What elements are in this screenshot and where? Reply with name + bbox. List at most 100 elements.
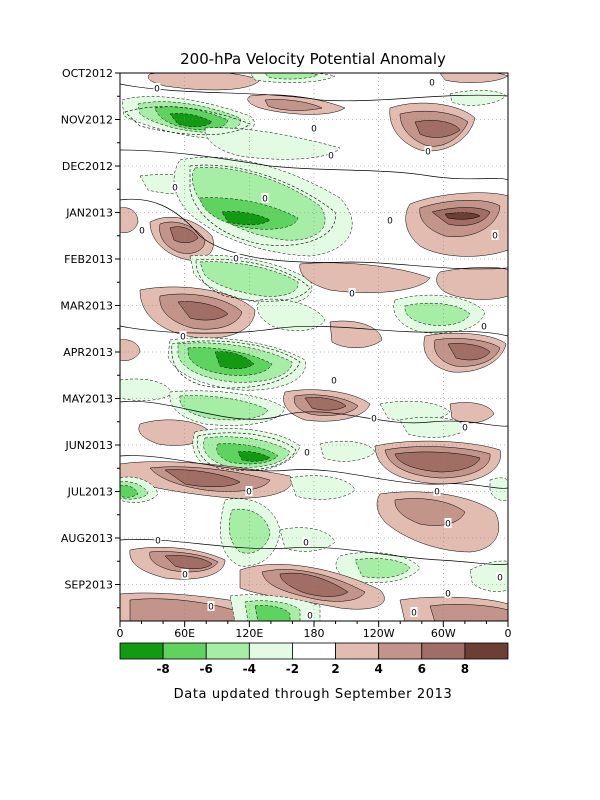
grid [120, 73, 508, 621]
zero-contour [120, 325, 508, 337]
y-tick-label: APR2013 [63, 346, 113, 359]
colorbar-tick-label: 6 [418, 662, 426, 676]
colorbar-tick-label: -6 [200, 662, 213, 676]
colorbar-swatch [464, 642, 509, 660]
x-tick-label: 120E [235, 627, 263, 640]
contour-label-bg [245, 486, 253, 496]
contour-label: 0 [180, 333, 186, 343]
contour-label: 0 [328, 152, 334, 162]
contour-label-bg [444, 518, 452, 528]
x-tick-label: 60W [431, 627, 456, 640]
contour-label: 0 [304, 449, 310, 459]
contour-label: 0 [208, 603, 214, 613]
positive-anomaly-region [444, 212, 481, 220]
negative-anomaly-region [179, 395, 269, 421]
y-tick-label: JUL2013 [67, 486, 113, 499]
colorbar-tick-label: -8 [156, 662, 169, 676]
negative-contour [171, 340, 301, 389]
negative-anomaly-region [257, 298, 326, 332]
colorbar-tick-label: 8 [461, 662, 469, 676]
x-tick-label: 120W [363, 627, 395, 640]
y-tick-label: DEC2012 [62, 160, 113, 173]
contour-label-bg [348, 288, 356, 298]
colorbar-tick-label: 2 [331, 662, 339, 676]
contour-label-bg [330, 375, 338, 385]
negative-anomaly-region [254, 605, 291, 621]
anomaly-field [120, 73, 508, 621]
positive-anomaly-region [147, 73, 261, 91]
contour-label: 0 [492, 232, 498, 242]
contour-label-bg [306, 610, 314, 620]
contour-label-bg [424, 146, 432, 156]
negative-contour [195, 258, 311, 302]
negative-contour [189, 164, 336, 246]
negative-anomaly-region [489, 477, 508, 501]
zero-contour [120, 83, 508, 102]
negative-anomaly-region [199, 261, 299, 297]
contour-label: 0 [429, 79, 435, 89]
contour-label: 0 [481, 323, 487, 333]
positive-anomaly-region [279, 572, 349, 597]
negative-contour [197, 432, 297, 471]
x-axis: 0 60E 120E 180 120W 60W 0 [117, 621, 512, 640]
y-tick-label: JUN2013 [64, 439, 113, 452]
y-tick-label: NOV2012 [61, 114, 113, 127]
colorbar-tick-label: -2 [286, 662, 299, 676]
contour-label-bg [138, 225, 146, 235]
contour-label: 0 [311, 125, 317, 135]
negative-anomaly-region [404, 302, 471, 326]
positive-anomaly-region [299, 262, 431, 293]
contour-labels: 0 0 0 0 0 0 0 0 0 0 0 0 0 0 0 0 0 0 0 0 0 0 0 0 0 0 0 0 0 [138, 77, 504, 622]
contour-label: 0 [497, 574, 503, 584]
contour-label-bg [171, 182, 179, 192]
positive-anomaly-region [164, 469, 241, 487]
contour-label-bg [179, 331, 187, 341]
contour-label: 0 [411, 609, 417, 619]
colorbar-swatch [248, 642, 293, 660]
contour-label-bg [461, 422, 469, 432]
x-tick-label: 60E [174, 627, 195, 640]
contour-label: 0 [307, 612, 313, 622]
contour-label-bg [433, 486, 441, 496]
contour-label-bg [310, 123, 318, 133]
contour-label: 0 [154, 85, 160, 95]
contour-label: 0 [349, 290, 355, 300]
positive-anomaly-region [436, 266, 508, 300]
contour-label: 0 [434, 488, 440, 498]
contour-label-bg [480, 321, 488, 331]
y-tick-label: FEB2013 [64, 253, 113, 266]
negative-contour [124, 106, 251, 136]
y-tick-label: JAN2013 [65, 207, 113, 220]
colorbar-swatch [292, 642, 336, 660]
contour-label-bg [410, 607, 418, 617]
positive-anomaly-region [414, 120, 461, 138]
zero-contour [120, 400, 508, 427]
negative-anomaly-region [319, 441, 376, 462]
colorbar-tick-label: 4 [374, 662, 382, 676]
positive-anomaly-region [177, 301, 229, 321]
positive-anomaly-region [169, 226, 199, 243]
negative-anomaly-region [289, 475, 356, 500]
contour-label-bg [261, 193, 269, 203]
colorbar-swatch [378, 642, 423, 660]
colorbar-tick-label: -4 [243, 662, 256, 676]
contour-label: 0 [246, 488, 252, 498]
negative-anomaly-region [169, 113, 213, 127]
positive-anomaly-region [120, 207, 139, 233]
negative-anomaly-region [221, 211, 271, 225]
contour-label-bg [207, 601, 215, 611]
colorbar-swatch [205, 642, 250, 660]
contour-label-bg [327, 150, 335, 160]
contour-label-bg [303, 447, 311, 457]
contour-label: 0 [262, 195, 268, 205]
positive-anomaly-region [394, 451, 481, 473]
negative-anomaly-region [354, 558, 411, 579]
contour-label-bg [496, 572, 504, 582]
negative-anomaly-region [469, 560, 508, 592]
chart-title: 200-hPa Velocity Potential Anomaly [180, 50, 446, 68]
contour-label-bg [181, 569, 189, 579]
contour-label: 0 [425, 148, 431, 158]
colorbar-swatch [162, 642, 207, 660]
x-tick-label: 0 [117, 627, 124, 640]
